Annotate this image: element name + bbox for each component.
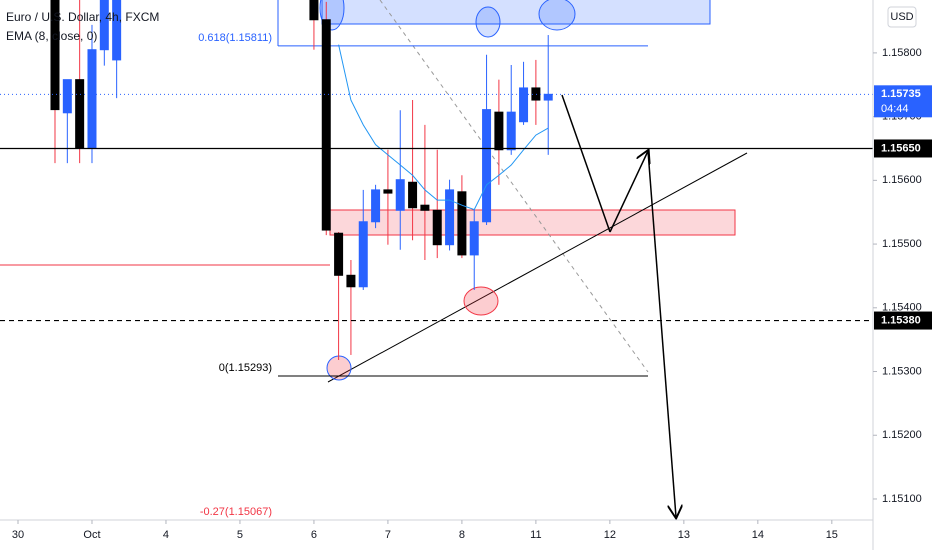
- candle-body: [432, 209, 442, 246]
- candle-body: [531, 87, 541, 101]
- axes: 1.158001.157001.156001.155001.154001.153…: [12, 47, 932, 541]
- x-tick-label: Oct: [83, 529, 100, 541]
- ema-line: [338, 44, 549, 211]
- candle-body: [99, 0, 109, 51]
- candle-body: [469, 221, 479, 256]
- y-tick-label: 1.15500: [882, 238, 922, 250]
- candle-body: [383, 189, 393, 194]
- trend-line: [327, 152, 748, 383]
- candle-body: [346, 274, 356, 288]
- candle-body: [321, 19, 331, 231]
- fib-label: 0.618(1.15811): [198, 32, 272, 44]
- candle-body: [309, 0, 319, 21]
- symbol: Euro / U.S. Dollar, 4h, FXCM: [6, 10, 159, 24]
- candle-body: [445, 189, 455, 246]
- candle-body: [395, 179, 405, 211]
- arrow: [609, 151, 648, 233]
- candle-body: [482, 109, 492, 223]
- y-tick-label: 1.15200: [882, 429, 922, 441]
- candle-body: [371, 189, 381, 223]
- supply-zone: [321, 0, 711, 25]
- ellipse: [463, 286, 499, 316]
- candle-body: [75, 79, 85, 149]
- x-tick-label: 5: [237, 529, 243, 541]
- x-tick-label: 4: [163, 529, 169, 541]
- x-tick-label: 8: [459, 529, 465, 541]
- currency[interactable]: USD: [890, 11, 913, 23]
- currency-button[interactable]: [887, 6, 917, 28]
- ellipse: [538, 0, 576, 31]
- y-tick-label: 1.15300: [882, 365, 922, 377]
- x-tick-label: 6: [311, 529, 317, 541]
- candle-body: [112, 0, 122, 61]
- price-label-box: [874, 139, 932, 158]
- candle-body: [494, 111, 504, 151]
- y-tick-label: 1.15800: [882, 47, 922, 59]
- y-tick-label: 1.15600: [882, 174, 922, 186]
- candle-body: [543, 93, 553, 101]
- candle-body: [420, 204, 430, 211]
- candle-body: [334, 232, 344, 276]
- x-tick-label: 15: [826, 529, 838, 541]
- arrow: [561, 94, 611, 233]
- arrow: [647, 150, 676, 517]
- fib-label: 0(1.15293): [219, 362, 272, 374]
- candle-body: [519, 87, 529, 123]
- indicator: EMA (8, close, 0): [6, 29, 97, 43]
- x-tick-label: 14: [752, 529, 764, 541]
- price-label-box: [874, 311, 932, 330]
- candle-body: [50, 0, 60, 111]
- x-tick-label: 13: [678, 529, 690, 541]
- ellipse: [475, 6, 501, 38]
- candle-body: [87, 49, 97, 149]
- candle-body: [506, 111, 516, 151]
- candle-body: [62, 79, 72, 114]
- candle-body: [358, 221, 368, 288]
- x-tick-label: 12: [604, 529, 616, 541]
- price-label-box: [874, 85, 932, 118]
- x-tick-label: 7: [385, 529, 391, 541]
- y-tick-label: 1.15400: [882, 302, 922, 314]
- countdown: 04:44: [881, 103, 909, 115]
- x-tick-label: 11: [530, 529, 541, 541]
- drawings: [0, 0, 748, 517]
- price-label: 1.15650: [881, 142, 921, 154]
- price-label: 1.15380: [881, 314, 921, 326]
- fib-diagonal: [379, 0, 649, 373]
- price-label: 1.15735: [881, 88, 921, 100]
- fib-label: -0.27(1.15067): [200, 506, 272, 518]
- marks: 0.618(1.15811) 0(1.15293) -0.27(1.15067): [0, 0, 873, 518]
- demand-zone: [329, 209, 736, 236]
- y-tick-label: 1.15100: [882, 493, 922, 505]
- candle-body: [408, 181, 418, 209]
- candle-body: [457, 191, 467, 256]
- x-tick-label: 30: [12, 529, 24, 541]
